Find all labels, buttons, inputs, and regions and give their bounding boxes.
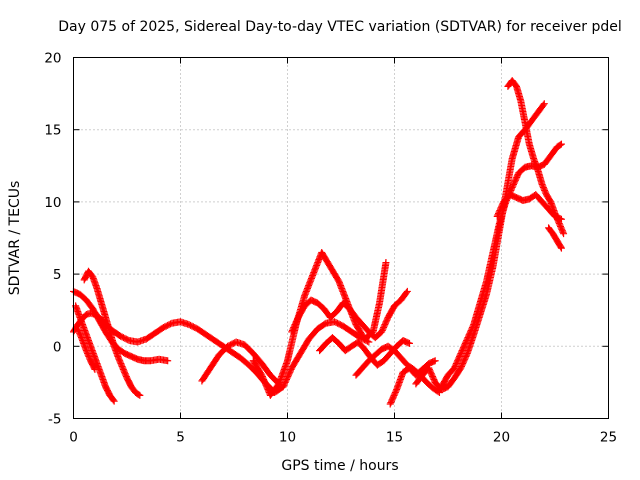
data-point	[110, 397, 118, 405]
data-point	[557, 243, 565, 251]
data-point	[560, 230, 568, 238]
data-points	[70, 77, 568, 408]
y-tick-label: 15	[44, 123, 61, 139]
data-point	[556, 141, 564, 149]
data-point	[557, 244, 565, 252]
series-arc-8	[288, 287, 411, 342]
x-tick-label: 15	[386, 430, 403, 446]
data-point	[402, 289, 410, 297]
series-arc-3	[80, 267, 144, 399]
data-point	[109, 396, 117, 404]
series-arc-11	[386, 357, 439, 408]
y-tick-label: 10	[44, 195, 61, 211]
series-arc-5	[74, 325, 99, 373]
axis-ticks: 0 5 10 15 20 25 -5 0 5 10 15 20	[44, 51, 617, 446]
data-point	[382, 259, 390, 267]
data-point	[365, 338, 373, 346]
series-arc-9	[316, 334, 413, 369]
gridlines	[73, 57, 609, 419]
x-axis-label: GPS time / hours	[281, 458, 398, 474]
data-point	[90, 364, 98, 372]
series-arc-6	[198, 338, 283, 388]
x-tick-label: 5	[176, 430, 185, 446]
data-point	[403, 287, 411, 295]
series-arc-15	[504, 77, 568, 238]
data-point	[136, 391, 144, 399]
y-tick-label: 5	[53, 267, 62, 283]
x-tick-label: 10	[279, 430, 296, 446]
data-point	[539, 101, 547, 109]
series-arc-13	[438, 140, 565, 391]
data-point	[135, 391, 143, 399]
chart-title: Day 075 of 2025, Sidereal Day-to-day VTE…	[58, 19, 622, 35]
x-tick-label: 20	[493, 430, 510, 446]
series-arc-16	[545, 224, 565, 252]
y-tick-label: -5	[48, 412, 61, 428]
y-tick-label: 0	[53, 339, 62, 355]
x-tick-label: 25	[600, 430, 617, 446]
data-point	[405, 339, 413, 347]
data-point	[91, 365, 99, 373]
data-point	[540, 100, 548, 108]
data-point	[164, 357, 172, 365]
y-axis-label: SDTVAR / TECUs	[7, 181, 23, 296]
data-point	[559, 228, 567, 236]
x-tick-label: 0	[69, 430, 78, 446]
data-point	[431, 357, 439, 365]
data-point	[557, 140, 565, 148]
plot-frame	[73, 57, 609, 419]
y-tick-label: 20	[44, 51, 61, 67]
